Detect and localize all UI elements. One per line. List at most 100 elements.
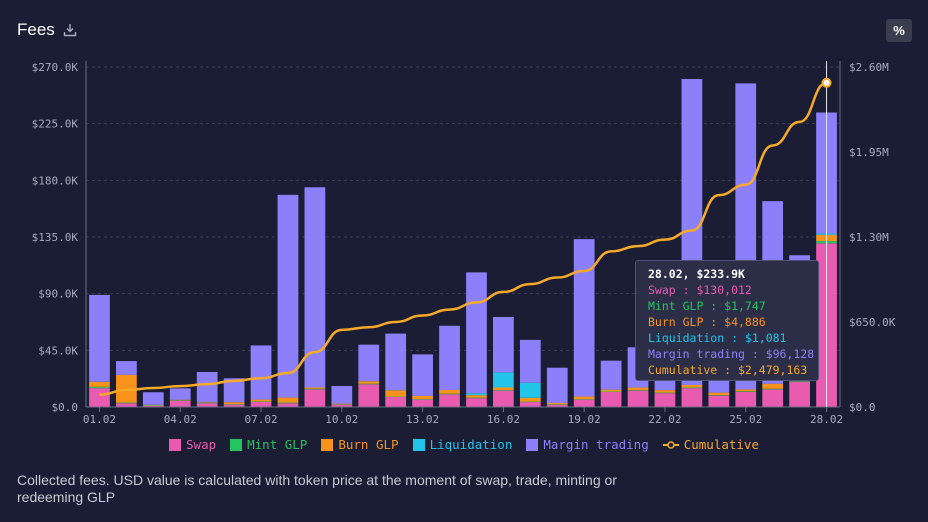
bar-margin-trading (600, 360, 622, 390)
bar-burn-glp (223, 402, 245, 405)
bar-swap (546, 404, 568, 407)
legend-item-margin-trading[interactable]: Margin trading (526, 437, 649, 452)
percent-toggle-button[interactable]: % (886, 19, 912, 42)
bar-burn-glp (304, 387, 326, 389)
tooltip-liquidation: Liquidation : $1,081 (648, 331, 787, 345)
download-icon[interactable] (63, 23, 77, 37)
bar-burn-glp (519, 397, 541, 402)
bar-mint-glp (439, 393, 460, 395)
y-right-tick-label: $1.30M (849, 231, 889, 244)
bar-burn-glp (358, 381, 380, 384)
legend-label-cumulative: Cumulative (683, 437, 759, 452)
tooltip-burn-glp: Burn GLP : $4,886 (648, 315, 766, 329)
bar-mint-glp (196, 402, 218, 404)
bar-margin-trading (466, 272, 487, 394)
x-tick-label: 16.02 (487, 413, 520, 426)
bar-margin-trading (169, 388, 191, 400)
legend-item-cumulative[interactable]: Cumulative (662, 437, 759, 452)
legend-item-swap[interactable]: Swap (169, 437, 216, 452)
legend-item-burn-glp[interactable]: Burn GLP (321, 437, 399, 452)
bar-swap (277, 403, 299, 407)
bar-margin-trading (142, 392, 164, 405)
legend-item-liquidation[interactable]: Liquidation (412, 437, 513, 452)
legend-label-mint-glp: Mint GLP (247, 437, 308, 452)
bar-swap (385, 396, 407, 407)
x-tick-label: 25.02 (729, 413, 762, 426)
bar-swap (142, 405, 164, 407)
bar-swap (789, 381, 810, 407)
chart-title: Fees (17, 20, 55, 39)
bar-burn-glp (385, 390, 407, 397)
bar-burn-glp (546, 402, 568, 405)
tooltip-title: 28.02, $233.9K (648, 267, 745, 281)
bar-swap (304, 389, 326, 407)
bar-burn-glp (196, 402, 218, 403)
bar-swap (196, 403, 218, 407)
bar-margin-trading (412, 354, 433, 396)
y-left-tick-label: $90.0K (38, 288, 78, 301)
legend-swatch-cumulative (662, 440, 679, 449)
y-right-tick-label: $1.95M (849, 146, 889, 159)
bar-burn-glp (466, 395, 487, 398)
bar-swap (493, 390, 514, 407)
bar-swap (169, 400, 191, 407)
bar-swap (412, 399, 433, 407)
legend-item-mint-glp[interactable]: Mint GLP (230, 437, 307, 452)
chart-legend: Swap Mint GLP Burn GLP Liquidation Margi… (0, 437, 928, 452)
bar-liquidation (466, 393, 487, 396)
chart-description: Collected fees. USD value is calculated … (17, 472, 617, 505)
y-left-tick-label: $45.0K (38, 344, 78, 357)
x-tick-label: 22.02 (648, 413, 681, 426)
bar-swap (573, 399, 595, 407)
bar-swap (681, 388, 703, 407)
bar-margin-trading (116, 361, 137, 375)
bar-margin-trading (331, 385, 353, 404)
bar-liquidation (493, 372, 514, 388)
chart-tooltip: 28.02, $233.9K Swap : $130,012 Mint GLP … (635, 260, 819, 381)
y-left-tick-label: $0.0 (52, 401, 79, 414)
bar-mint-glp (142, 405, 164, 406)
bar-margin-trading (546, 367, 568, 403)
x-tick-label: 01.02 (83, 413, 116, 426)
bar-mint-glp (385, 396, 407, 398)
bar-swap (600, 391, 622, 407)
legend-label-liquidation: Liquidation (429, 437, 513, 452)
bar-burn-glp (250, 399, 272, 402)
legend-label-swap: Swap (186, 437, 217, 452)
bar-margin-trading (358, 344, 380, 382)
bar-margin-trading (519, 339, 541, 383)
cumulative-line (99, 81, 827, 396)
bar-swap (519, 401, 541, 407)
bar-swap (708, 395, 730, 407)
bar-burn-glp (708, 392, 730, 396)
bar-burn-glp (331, 403, 353, 405)
bar-mint-glp (493, 390, 514, 391)
y-right-tick-label: $650.0K (849, 316, 896, 329)
bar-margin-trading (493, 316, 514, 373)
bar-burn-glp (439, 390, 460, 394)
bar-margin-trading (89, 294, 110, 382)
bar-margin-trading (196, 371, 218, 403)
bar-burn-glp (681, 384, 703, 388)
tooltip-margin-trading: Margin trading : $96,128 (648, 347, 815, 361)
chart-header: Fees (17, 20, 77, 40)
bar-swap (762, 389, 784, 407)
x-tick-label: 19.02 (568, 413, 601, 426)
bar-margin-trading (277, 194, 299, 398)
x-tick-label: 04.02 (164, 413, 197, 426)
legend-label-margin-trading: Margin trading (543, 437, 649, 452)
bar-margin-trading (304, 187, 326, 388)
bar-mint-glp (169, 400, 191, 401)
bar-burn-glp (762, 383, 784, 389)
bar-mint-glp (412, 399, 433, 400)
bar-swap (439, 394, 460, 407)
y-left-tick-label: $135.0K (32, 231, 79, 244)
x-tick-label: 10.02 (325, 413, 358, 426)
bar-burn-glp (573, 396, 595, 400)
cumulative-active-point (821, 77, 832, 88)
bar-mint-glp (277, 402, 299, 404)
bar-mint-glp (735, 391, 757, 392)
legend-swatch-swap (169, 438, 182, 451)
bar-mint-glp (358, 383, 380, 385)
bar-burn-glp (89, 381, 110, 387)
